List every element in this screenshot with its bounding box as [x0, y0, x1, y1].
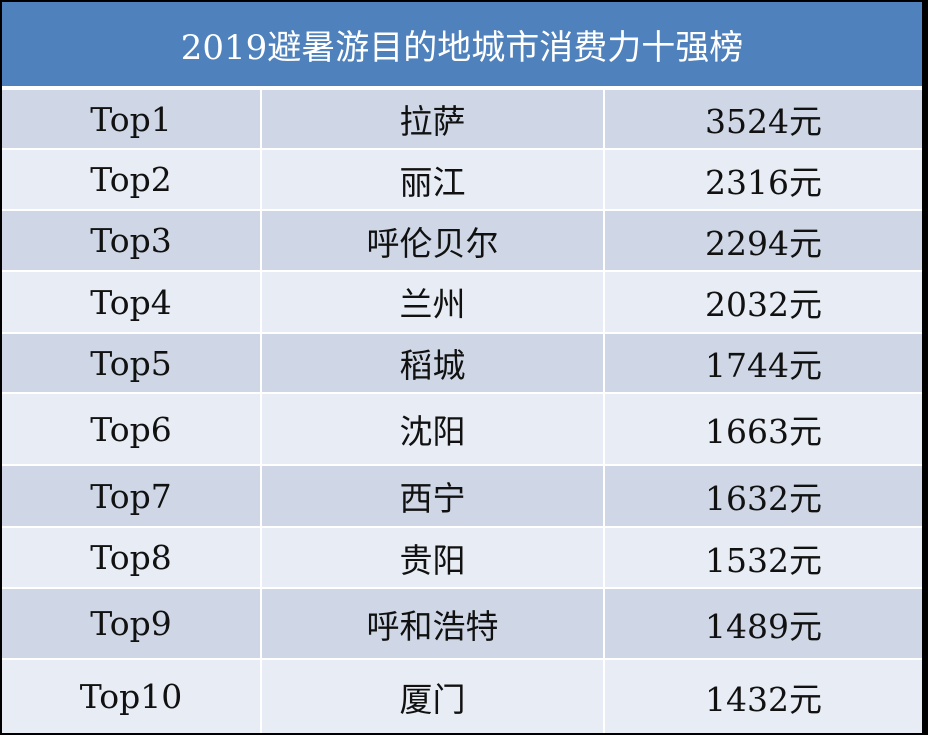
rank-cell: Top3	[2, 211, 260, 270]
spending-cell: 1632元	[605, 466, 922, 526]
rank-cell: Top9	[2, 589, 260, 658]
spending-cell: 1489元	[605, 589, 922, 658]
city-cell: 兰州	[262, 272, 603, 332]
city-cell: 西宁	[262, 466, 603, 526]
rank-cell: Top8	[2, 528, 260, 587]
spending-cell: 1744元	[605, 334, 922, 392]
city-cell: 拉萨	[262, 90, 603, 148]
rank-cell: Top2	[2, 150, 260, 209]
table-title: 2019避暑游目的地城市消费力十强榜	[2, 2, 922, 86]
city-cell: 呼伦贝尔	[262, 211, 603, 270]
rank-cell: Top4	[2, 272, 260, 332]
rank-cell: Top7	[2, 466, 260, 526]
rank-cell: Top5	[2, 334, 260, 392]
city-cell: 丽江	[262, 150, 603, 209]
city-cell: 厦门	[262, 660, 603, 733]
spending-cell: 2316元	[605, 150, 922, 209]
rank-cell: Top1	[2, 90, 260, 148]
city-cell: 呼和浩特	[262, 589, 603, 658]
city-cell: 沈阳	[262, 394, 603, 464]
spending-cell: 2032元	[605, 272, 922, 332]
spending-cell: 1432元	[605, 660, 922, 733]
rank-cell: Top10	[2, 660, 260, 733]
rank-cell: Top6	[2, 394, 260, 464]
city-cell: 稻城	[262, 334, 603, 392]
city-cell: 贵阳	[262, 528, 603, 587]
spending-cell: 1663元	[605, 394, 922, 464]
spending-cell: 2294元	[605, 211, 922, 270]
spending-cell: 1532元	[605, 528, 922, 587]
spending-cell: 3524元	[605, 90, 922, 148]
